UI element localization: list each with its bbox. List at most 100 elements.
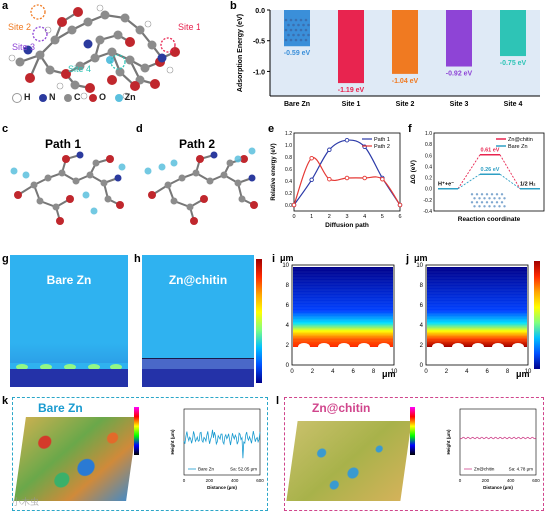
panel-j: j μm μm 0 2 4 6 8 10 0 2 4 6 8 10: [404, 253, 548, 388]
chart-f-ytick-label: 0.2: [425, 176, 432, 182]
zn-lattice-atom: [289, 38, 293, 42]
inset-xtick-label: 200: [206, 478, 214, 483]
zn-lattice-atom: [287, 33, 290, 37]
chart-f-state-label: H⁺+e⁻: [438, 181, 454, 188]
map-nucleus: [298, 343, 310, 351]
panel-label-d: d: [136, 123, 143, 135]
zn-lattice-atom: [297, 23, 300, 27]
map-ytick-label: 4: [286, 323, 290, 329]
chart-e-legend-label: Path 2: [374, 144, 390, 150]
chart-e-xtick-label: 6: [398, 214, 401, 220]
panel-label-i: i: [272, 253, 276, 265]
zn-lattice-atom: [294, 38, 298, 42]
map-xtick-label: 4: [465, 369, 469, 375]
inset-xtick-label: 600: [256, 478, 264, 483]
chart-b-category-label: Site 4: [504, 101, 523, 108]
chart-b-bar: [392, 10, 418, 74]
inset-xtick-label: 0: [183, 478, 186, 483]
zn-lattice-atom: [302, 23, 305, 27]
zn-lattice-atom: [304, 18, 308, 22]
zn-lattice-atom: [503, 197, 506, 200]
chart-e-point: [291, 202, 297, 208]
chart-e-point: [380, 176, 385, 182]
panel-label-c: c: [2, 123, 9, 135]
zn-lattice-atom: [493, 205, 496, 208]
zn-lattice-atom: [495, 193, 499, 196]
map-nucleus: [432, 343, 444, 351]
panel-j-xunit: μm: [516, 369, 530, 379]
bare-zn-field-map: Bare Zn: [10, 255, 128, 387]
map-xtick-label: 2: [311, 369, 315, 375]
zn-lattice-atom: [470, 201, 474, 204]
density-colorbar: [534, 261, 540, 369]
zn-lattice-atom: [490, 193, 494, 196]
panel-b: b 0.0 -0.5 -1.0 Adsorption Energy (eV) -0.59…: [230, 0, 548, 115]
panel-j-yunit: μm: [414, 253, 428, 263]
bare-zn-height-colorbar: [134, 407, 139, 455]
zn-chitin-field-map: Zn@chitin: [142, 255, 254, 387]
zn-lattice-glyph: [470, 193, 506, 208]
zn-lattice-atom: [470, 193, 474, 196]
zn-lattice-atom: [490, 201, 494, 204]
chart-e-point: [327, 176, 332, 182]
chart-e-point: [327, 147, 332, 153]
map-ytick-label: 0: [420, 363, 424, 369]
chart-f-connector: [457, 154, 481, 189]
map-ytick-label: 0: [286, 363, 290, 369]
panel-label-b: b: [230, 0, 237, 12]
zn-lattice-atom: [478, 197, 481, 200]
site-3-label: Site 3: [12, 42, 35, 52]
zn-lattice-atom: [304, 38, 308, 42]
panel-label-j: j: [406, 253, 410, 265]
zn-lattice-atom: [299, 38, 303, 42]
chart-e-point: [344, 175, 350, 181]
bare-zn-height-profile: 0 200 400 600 Distance (μm) Height (μm) Bare Z…: [170, 408, 264, 490]
zn-lattice-atom: [297, 33, 300, 37]
map-nucleus: [318, 343, 330, 351]
site-1-label: Site 1: [178, 22, 200, 32]
map-xtick-label: 10: [391, 369, 398, 375]
map-nucleus: [358, 343, 370, 351]
zn-lattice-atom: [483, 197, 486, 200]
chart-e-xtick-label: 2: [328, 214, 331, 220]
chart-b-category-label: Bare Zn: [284, 101, 310, 108]
inset-profile-line: [183, 429, 261, 459]
panel-label-e: e: [268, 123, 275, 135]
chart-f-ylabel: ΔG (eV): [410, 160, 417, 184]
zn-lattice-atom: [480, 201, 484, 204]
panel-d: d Path 2: [134, 123, 266, 233]
chart-e-xlabel: Diffusion path: [325, 222, 369, 229]
chart-e-xtick-label: 4: [363, 214, 366, 220]
map-xtick-label: 8: [506, 369, 510, 375]
zn-chitin-surface-title: Zn@chitin: [312, 401, 371, 415]
zn-chitin-3d-surface: [286, 421, 412, 501]
watermark: 小木虫: [12, 497, 40, 507]
map-nucleus: [492, 343, 504, 351]
map-ytick-label: 2: [286, 343, 290, 349]
zn-lattice-atom: [485, 193, 489, 196]
chart-e-ytick-label: 0.6: [285, 167, 292, 173]
inset-frame: [459, 408, 537, 476]
inset-xtick-label: 600: [532, 478, 540, 483]
inset-sa-value: Sa: 4.78 μm: [509, 467, 534, 472]
panel-g: g Bare Zn: [0, 253, 128, 388]
inset-frame: [183, 408, 261, 476]
chart-e-ytick-label: 0.2: [285, 191, 292, 197]
legend-n: N: [49, 92, 56, 102]
chart-e-point: [397, 202, 403, 208]
zn-lattice-atom: [299, 28, 303, 32]
bare-zn-title: Bare Zn: [46, 273, 92, 287]
panel-label-h: h: [134, 253, 141, 265]
chart-f-barrier-label: 0.26 eV: [481, 167, 500, 173]
legend-o: O: [99, 92, 107, 102]
chitin-molecule-structure: Site 1 Site 2 Site 3 Site 4: [8, 4, 201, 100]
zn-lattice-atom: [299, 18, 303, 22]
map-xtick-label: 6: [352, 369, 356, 375]
chart-e-point: [309, 155, 314, 161]
panel-c: c Path 1: [0, 123, 132, 233]
map-xtick-label: 2: [445, 369, 449, 375]
inset-xlabel: Distance (μm): [207, 485, 237, 490]
panel-l: l Zn@chitin 0 200 400 600 Distance (μm) Heigh…: [12, 395, 548, 515]
chart-f-connector: [457, 173, 481, 190]
site-4-label: Site 4: [68, 64, 91, 74]
